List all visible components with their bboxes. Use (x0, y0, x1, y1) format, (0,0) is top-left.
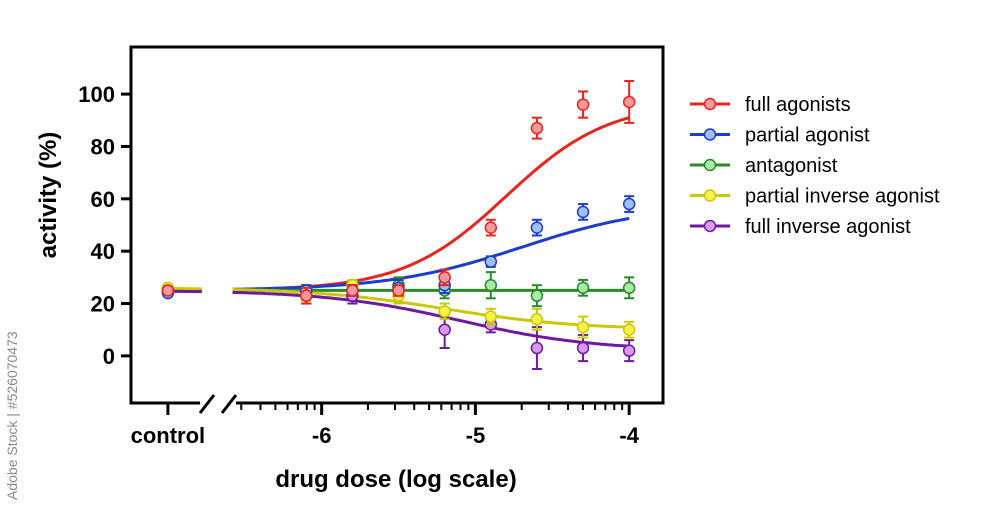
data-point-full-agonists (530, 121, 544, 135)
y-tick-label: 0 (103, 344, 115, 369)
data-point-full-agonists (484, 221, 498, 234)
legend: full agonists partial agonist antagonist pa… (690, 94, 940, 238)
fitted-curves (167, 116, 630, 348)
legend-label: partial agonist (745, 125, 870, 147)
data-point-full-agonists (161, 284, 175, 297)
y-tick-label: 40 (91, 239, 115, 264)
y-axis-label: activity (%) (35, 132, 62, 259)
legend-label: partial inverse agonist (745, 186, 940, 208)
y-tick-label: 60 (91, 187, 115, 212)
curve-full-agonists (232, 116, 630, 291)
data-point-partial-agonist (530, 221, 544, 234)
data-point-partial-inverse-agonist (576, 320, 590, 334)
legend-marker (703, 97, 717, 111)
data-point-partial-agonist (484, 255, 498, 268)
legend-marker (703, 158, 717, 172)
data-point-partial-inverse-agonist (622, 323, 636, 336)
data-point-full-agonists (576, 98, 590, 111)
legend-label: full inverse agonist (745, 216, 911, 238)
data-point-partial-inverse-agonist (530, 312, 544, 326)
curve-partial-agonist (232, 216, 630, 291)
data-point-partial-inverse-agonist (438, 305, 451, 318)
data-point-full-inverse-agonist (438, 323, 451, 336)
watermark-text: Adobe Stock | #526070473 (4, 331, 20, 500)
data-point-full-agonists (622, 95, 636, 109)
data-point-antagonist (622, 281, 636, 295)
legend-label: antagonist (745, 155, 838, 177)
plot-area (129, 45, 665, 405)
legend-marker (703, 219, 717, 233)
x-tick-label: -6 (312, 423, 332, 448)
data-point-full-inverse-agonist (530, 341, 544, 355)
data-point-partial-agonist (622, 197, 636, 211)
plot-frame-border (129, 45, 665, 405)
y-tick-label: 20 (91, 292, 115, 317)
data-point-antagonist (484, 278, 498, 292)
curve-full-inverse-agonist (232, 290, 630, 348)
data-point-partial-agonist (576, 205, 590, 219)
data-point-antagonist (576, 281, 590, 295)
x-tick-label: -4 (619, 423, 639, 448)
y-tick-label: 80 (91, 134, 115, 159)
data-point-full-agonists (300, 289, 313, 302)
legend-label: full agonists (745, 94, 851, 116)
legend-marker (703, 128, 717, 141)
axis-break-mark (198, 394, 216, 414)
y-axis: 0 20 40 60 80 100 (78, 82, 131, 369)
data-point-antagonist (530, 289, 544, 302)
curve-partial-inverse-agonist (232, 288, 630, 329)
x-tick-label: -5 (466, 423, 486, 448)
data-points (161, 80, 636, 370)
data-point-full-inverse-agonist (576, 341, 590, 355)
x-axis: control -6 -5 -4 (131, 394, 640, 448)
data-point-full-inverse-agonist (622, 344, 636, 357)
x-axis-label: drug dose (log scale) (275, 466, 516, 493)
data-point-full-agonists (346, 284, 359, 297)
data-point-full-agonists (392, 284, 405, 297)
data-point-partial-inverse-agonist (484, 310, 498, 323)
axis-break-mark (220, 394, 238, 414)
y-tick-label: 100 (78, 82, 115, 107)
x-tick-label: control (131, 423, 206, 448)
legend-marker (703, 189, 717, 202)
data-point-full-agonists (438, 271, 451, 284)
axis-break-gap (200, 399, 236, 407)
